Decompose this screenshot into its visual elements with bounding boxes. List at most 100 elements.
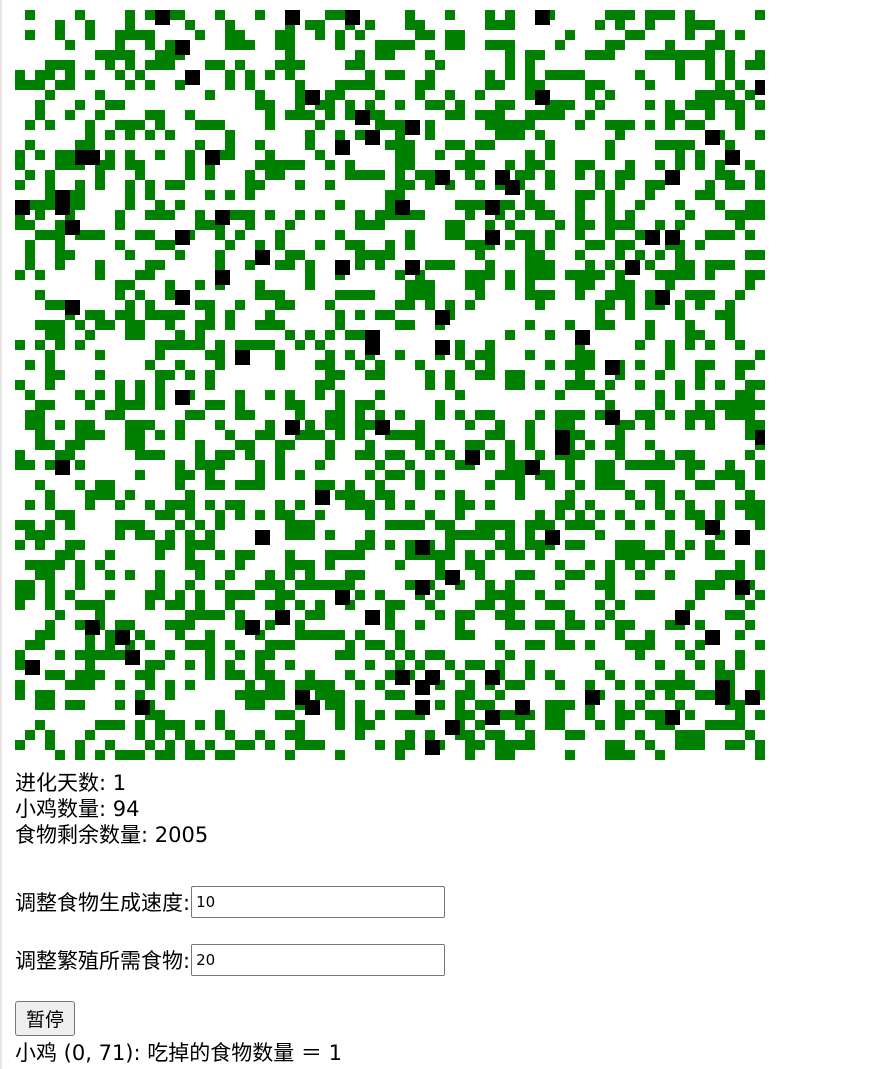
food-cell (335, 710, 345, 720)
food-cell (615, 430, 625, 440)
food-cell (185, 740, 195, 750)
food-cell (425, 650, 435, 660)
food-cell (275, 230, 285, 240)
food-cell (375, 50, 385, 60)
chicken-cell (245, 620, 260, 635)
food-cell (665, 100, 675, 110)
food-cell (565, 490, 575, 500)
food-cell (335, 90, 345, 100)
food-cell (405, 10, 415, 20)
food-cell (705, 410, 715, 420)
food-cell (395, 660, 405, 670)
food-cell (405, 710, 415, 720)
food-cell (725, 180, 735, 190)
food-cell (475, 110, 485, 120)
food-cell (295, 180, 305, 190)
food-cell (175, 180, 185, 190)
food-cell (295, 730, 305, 740)
food-cell (45, 600, 55, 610)
food-cell (735, 410, 745, 420)
food-cell (695, 100, 705, 110)
food-cell (55, 330, 65, 340)
food-cell (135, 750, 145, 760)
food-cell (615, 720, 625, 730)
food-cell (695, 50, 705, 60)
food-cell (745, 380, 755, 390)
food-cell (135, 120, 145, 130)
food-cell (715, 260, 725, 270)
food-cell (145, 640, 155, 650)
food-cell (565, 320, 575, 330)
food-cell (355, 220, 365, 230)
food-cell (405, 140, 415, 150)
food-cell (275, 60, 285, 70)
food-cell (275, 320, 285, 330)
food-cell (365, 540, 375, 550)
food-cell (725, 260, 735, 270)
chicken-cell (345, 10, 360, 25)
food-cell (665, 140, 675, 150)
food-cell (285, 400, 295, 410)
food-cell (625, 540, 635, 550)
food-cell (325, 580, 335, 590)
food-cell (705, 70, 715, 80)
food-cell (675, 160, 685, 170)
food-cell (555, 390, 565, 400)
food-cell (635, 570, 645, 580)
food-cell (145, 680, 155, 690)
food-cell (505, 450, 515, 460)
food-cell (755, 350, 765, 360)
food-cell (115, 220, 125, 230)
food-cell (605, 320, 615, 330)
food-cell (145, 530, 155, 540)
food-cell (255, 320, 265, 330)
pause-button[interactable]: 暂停 (15, 1001, 76, 1036)
food-cell (365, 720, 375, 730)
food-cell (135, 720, 145, 730)
food-cell (345, 580, 355, 590)
food-cell (195, 460, 205, 470)
food-cell (365, 400, 375, 410)
food-cell (685, 30, 695, 40)
food-cell (65, 440, 75, 450)
food-cell (555, 420, 565, 430)
food-cell (125, 180, 135, 190)
breed-food-input[interactable] (191, 944, 446, 976)
food-cell (685, 450, 695, 460)
food-cell (205, 540, 215, 550)
food-cell (635, 730, 645, 740)
food-cell (325, 100, 335, 110)
food-cell (735, 560, 745, 570)
food-cell (505, 590, 515, 600)
food-cell (255, 700, 265, 710)
food-cell (655, 220, 665, 230)
food-cell (375, 170, 385, 180)
food-cell (155, 510, 165, 520)
food-cell (125, 50, 135, 60)
food-cell (45, 90, 55, 100)
food-cell (55, 300, 65, 310)
food-cell (735, 340, 745, 350)
food-cell (675, 270, 685, 280)
food-cell (215, 420, 225, 430)
chicken-cell (415, 540, 430, 555)
chicken-cell (425, 740, 440, 755)
food-cell (475, 600, 485, 610)
food-cell (535, 590, 545, 600)
chicken-cell (625, 260, 640, 275)
food-cell (135, 730, 145, 740)
food-rate-input[interactable] (191, 886, 446, 918)
food-cell (115, 40, 125, 50)
food-cell (695, 360, 705, 370)
food-cell (335, 720, 345, 730)
food-cell (645, 50, 655, 60)
food-cell (65, 250, 75, 260)
food-cell (165, 540, 175, 550)
food-cell (615, 700, 625, 710)
food-cell (675, 150, 685, 160)
food-cell (85, 30, 95, 40)
food-cell (495, 430, 505, 440)
food-cell (455, 40, 465, 50)
food-cell (535, 510, 545, 520)
food-cell (355, 430, 365, 440)
